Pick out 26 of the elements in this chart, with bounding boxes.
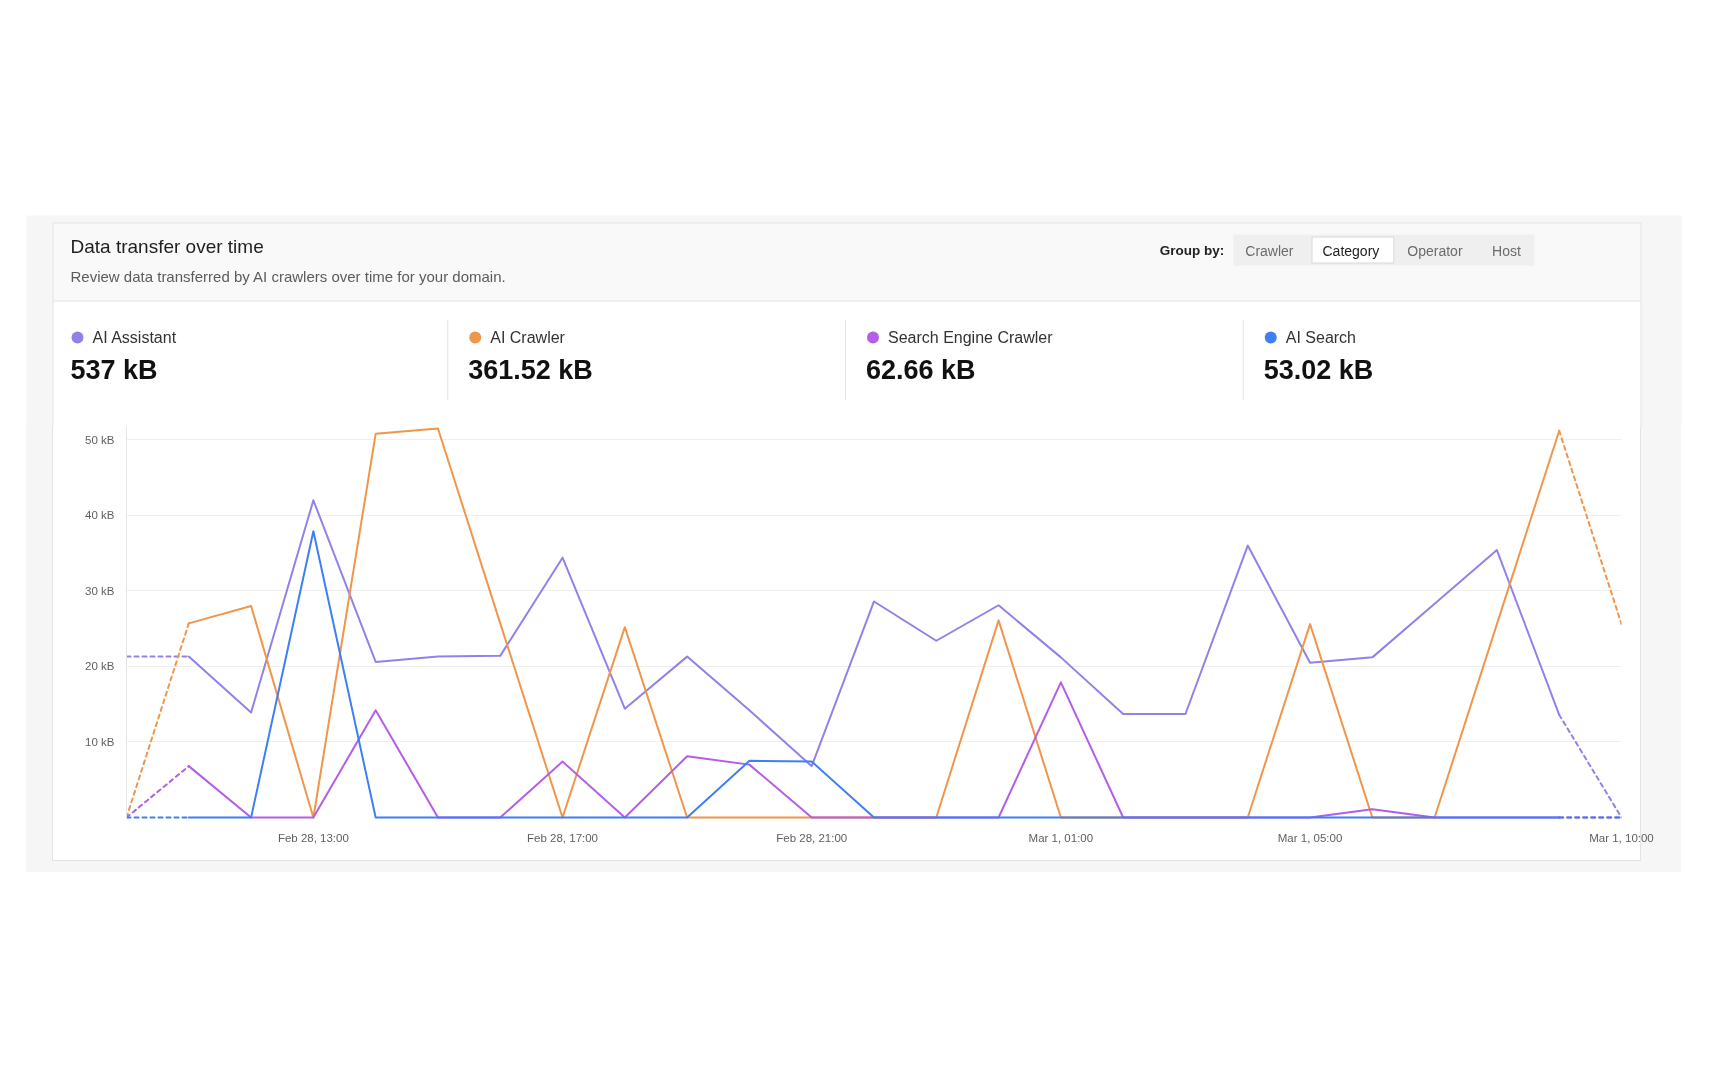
x-tick-label: Feb 28, 17:00 bbox=[527, 831, 599, 844]
text: 53.02 kB bbox=[1263, 354, 1374, 385]
x-tick-label: Mar 1, 01:00 bbox=[1028, 831, 1094, 844]
y-tick-label: 10 kB bbox=[85, 735, 115, 748]
text: Group by: bbox=[1159, 243, 1225, 258]
y-tick-label: 40 kB bbox=[85, 509, 115, 522]
legend-label: AI Search bbox=[1285, 329, 1357, 346]
text: Operator bbox=[1407, 242, 1463, 259]
y-tick-label: 20 kB bbox=[85, 660, 115, 673]
y-tick-label: 30 kB bbox=[85, 584, 115, 597]
y-tick-label: 50 kB bbox=[85, 433, 115, 446]
chart-title: Data transfer over time bbox=[70, 236, 264, 257]
legend-label: AI Crawler bbox=[490, 329, 566, 346]
text: 361.52 kB bbox=[468, 354, 593, 385]
x-tick-label: Mar 1, 05:00 bbox=[1277, 831, 1343, 844]
legend-label: AI Assistant bbox=[92, 329, 177, 346]
text: 62.66 kB bbox=[866, 354, 976, 385]
text: Crawler bbox=[1245, 242, 1294, 259]
x-tick-label: Feb 28, 21:00 bbox=[776, 831, 848, 844]
legend-label: Search Engine Crawler bbox=[888, 329, 1054, 346]
x-tick-label: Feb 28, 13:00 bbox=[277, 831, 349, 844]
text: Category bbox=[1322, 242, 1380, 259]
text: Host bbox=[1492, 242, 1521, 259]
text: 537 kB bbox=[70, 354, 158, 385]
chart-subtitle: Review data transferred by AI crawlers over time for your domain. bbox=[70, 268, 506, 285]
x-tick-label: Mar 1, 10:00 bbox=[1589, 831, 1654, 844]
